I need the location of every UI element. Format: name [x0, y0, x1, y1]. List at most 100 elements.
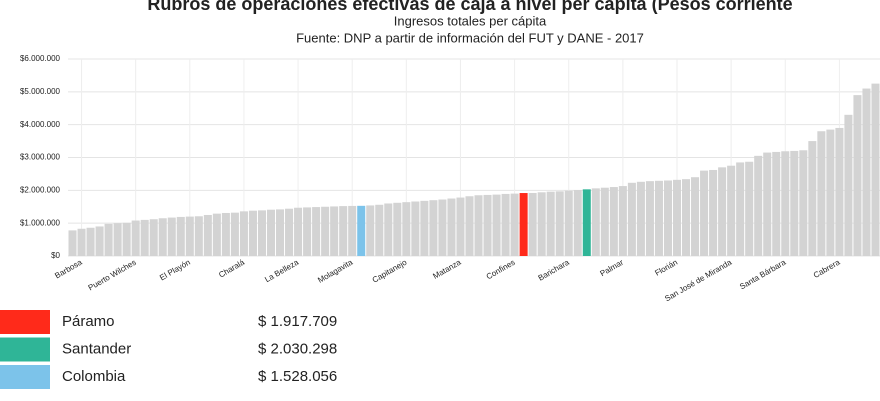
- bar: [691, 177, 700, 256]
- bar: [736, 162, 745, 256]
- bar: [835, 127, 844, 256]
- x-tick-label: Palmar: [598, 258, 625, 279]
- bar: [194, 216, 203, 256]
- bar: [366, 205, 375, 256]
- bar: [862, 88, 871, 256]
- bar: [276, 209, 285, 256]
- bar: [77, 228, 86, 256]
- bar: [420, 200, 429, 256]
- x-tick-label: Santa Bárbara: [738, 257, 788, 291]
- bar: [528, 192, 537, 256]
- bar: [573, 190, 582, 256]
- y-tick-label: $6.000.000: [20, 54, 61, 63]
- bar: [609, 187, 618, 256]
- legend-swatch: [0, 310, 50, 334]
- bar: [627, 182, 636, 256]
- bar: [826, 129, 835, 256]
- bar: [303, 207, 312, 256]
- x-tick-label: Cabrera: [812, 257, 842, 280]
- bar: [618, 186, 627, 256]
- legend-label: Santander: [62, 340, 131, 357]
- bar: [140, 219, 149, 256]
- bar: [95, 226, 104, 256]
- bar: [763, 152, 772, 256]
- bar: [167, 217, 176, 256]
- bar: [682, 179, 691, 256]
- x-tick-label: El Playón: [158, 258, 192, 283]
- bar: [772, 151, 781, 256]
- bar: [600, 187, 609, 256]
- bar: [799, 150, 808, 256]
- bar: [68, 230, 77, 256]
- bar: [474, 195, 483, 256]
- x-tick-label: La Belleza: [263, 257, 300, 284]
- bar: [203, 214, 212, 256]
- bar: [754, 155, 763, 256]
- bar: [113, 223, 122, 256]
- bar: [492, 194, 501, 256]
- bar: [411, 201, 420, 256]
- bar: [564, 190, 573, 256]
- bar: [393, 202, 402, 256]
- bar: [230, 212, 239, 256]
- bar: [221, 212, 230, 256]
- x-tick-label: Charalá: [217, 257, 246, 279]
- bar: [709, 169, 718, 256]
- bar: [330, 206, 339, 256]
- bar: [86, 227, 95, 256]
- chart-subtitle: Ingresos totales per cápita: [394, 13, 547, 28]
- bar: [447, 198, 456, 256]
- legend-value: $ 2.030.298: [258, 340, 337, 357]
- bar: [546, 191, 555, 256]
- bar: [402, 202, 411, 256]
- bar: [781, 151, 790, 256]
- bar: [456, 197, 465, 256]
- bar: [294, 207, 303, 256]
- bar: [483, 194, 492, 256]
- x-tick-label: Confines: [485, 258, 517, 282]
- bar: [104, 223, 113, 256]
- bar: [654, 180, 663, 256]
- bar: [257, 210, 266, 256]
- bar: [718, 167, 727, 256]
- bar: [817, 131, 826, 256]
- bar: [844, 114, 853, 256]
- x-tick-label: Molagavita: [316, 257, 354, 284]
- bar: [429, 200, 438, 256]
- bar: [438, 199, 447, 256]
- bar: [339, 206, 348, 256]
- bar: [555, 191, 564, 256]
- bar: [582, 189, 591, 256]
- legend-value: $ 1.917.709: [258, 313, 337, 330]
- bar: [727, 165, 736, 256]
- bar: [248, 210, 257, 256]
- bar: [266, 209, 276, 256]
- bar: [185, 216, 194, 256]
- y-tick-label: $4.000.000: [20, 120, 61, 129]
- bar: [636, 181, 645, 256]
- bar: [285, 208, 294, 256]
- bar: [745, 161, 754, 256]
- bar: [501, 193, 510, 256]
- bar: [131, 220, 140, 256]
- bar: [808, 141, 817, 256]
- x-tick-label: Matanza: [431, 257, 463, 280]
- bar: [871, 83, 880, 256]
- bar: [348, 205, 357, 256]
- legend-label: Páramo: [62, 313, 115, 330]
- bar: [357, 205, 366, 256]
- y-tick-label: $0: [51, 251, 60, 260]
- bar: [149, 219, 158, 256]
- bar: [158, 218, 167, 256]
- y-tick-label: $1.000.000: [20, 218, 61, 227]
- chart-source: Fuente: DNP a partir de información del …: [296, 30, 644, 45]
- bar: [853, 95, 862, 256]
- x-tick-label: Florián: [653, 258, 679, 278]
- x-tick-label: Barichara: [537, 257, 572, 282]
- bar: [790, 150, 799, 256]
- legend-swatch: [0, 365, 50, 389]
- y-tick-label: $5.000.000: [20, 87, 61, 96]
- bar: [537, 192, 546, 256]
